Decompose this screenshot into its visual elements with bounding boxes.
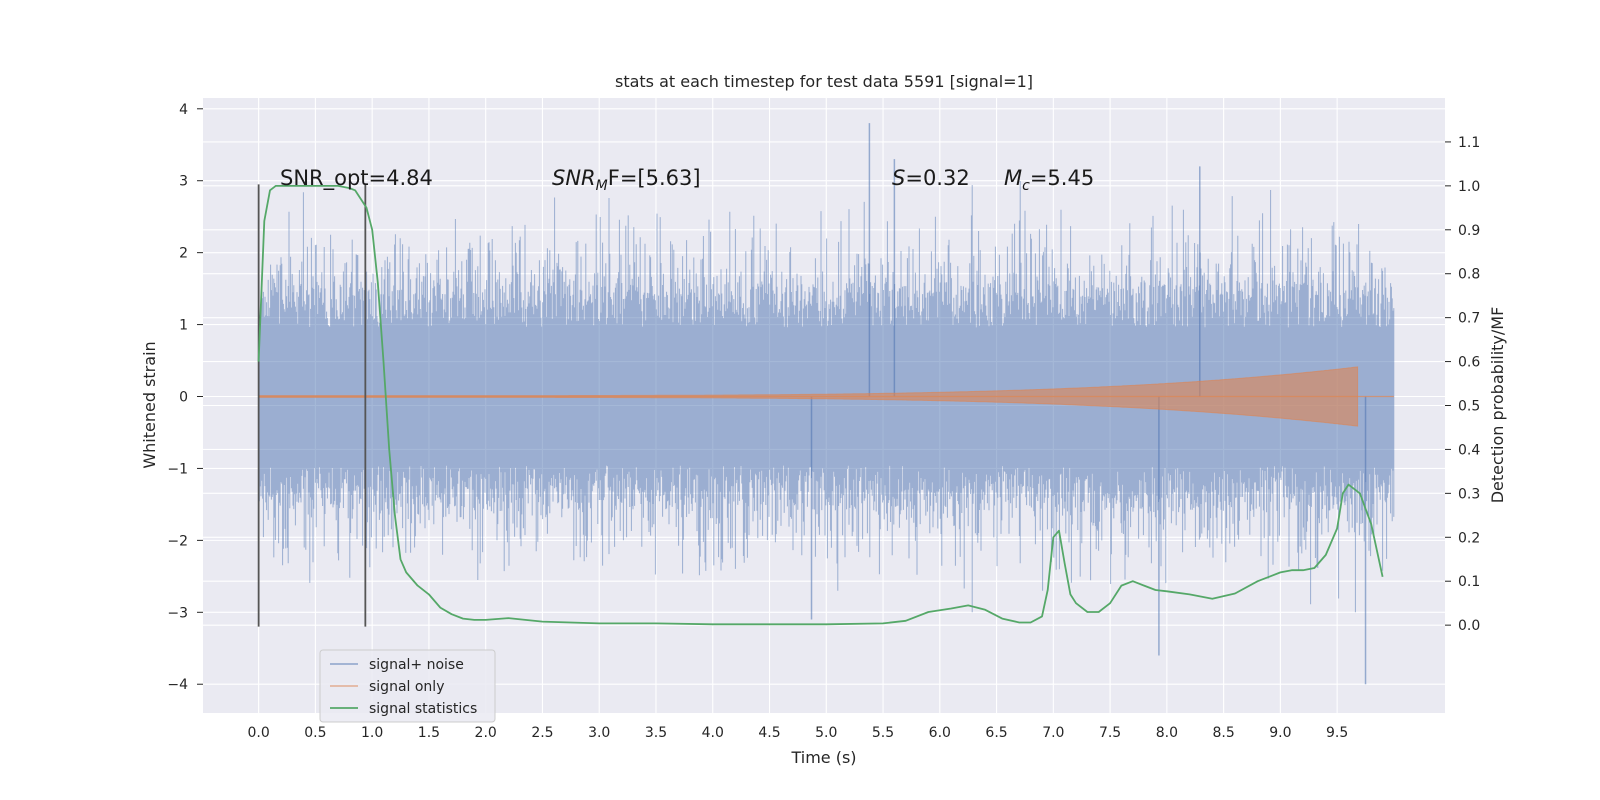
x-tick-label: 7.0 <box>1042 725 1064 741</box>
y-tick-label-left: −3 <box>167 605 188 621</box>
x-tick-label: 0.5 <box>304 725 326 741</box>
x-tick-label: 7.5 <box>1099 725 1121 741</box>
s-symbol: S <box>892 166 905 190</box>
chart-title: stats at each timestep for test data 559… <box>615 72 1033 91</box>
mc-value: =5.45 <box>1030 166 1094 190</box>
signal-statistics-series <box>257 184 1384 626</box>
x-tick-label: 6.5 <box>985 725 1007 741</box>
x-tick-label: 3.5 <box>645 725 667 741</box>
y-tick-label-left: 4 <box>179 102 188 118</box>
tick-labels: 0.0 0.5 1.0 1.5 2.0 2.5 3.0 3.5 4.0 4.5 5.0 5.5 6.0 6… <box>167 102 1480 741</box>
x-tick-label: 2.0 <box>475 725 497 741</box>
y-tick-label-right: 0.2 <box>1458 530 1480 546</box>
legend-box <box>319 649 496 723</box>
y-tick-label-left: −2 <box>167 533 188 549</box>
snr-mf-sub: M <box>596 178 608 194</box>
y-tick-label-left: 2 <box>179 246 188 262</box>
x-tick-label: 5.5 <box>872 725 894 741</box>
y-axis-label-left: Whitened strain <box>140 341 159 468</box>
x-tick-label: 5.0 <box>815 725 837 741</box>
x-tick-label: 4.0 <box>702 725 724 741</box>
y-tick-label-right: 1.1 <box>1458 135 1480 151</box>
annotations: SNR_opt=4.84 SNRMF=[5.63] S=0.32 Mc=5.45 <box>280 166 1094 194</box>
y-tick-label-right: 1.0 <box>1458 179 1480 195</box>
x-axis-label: Time (s) <box>790 748 856 767</box>
x-tick-label: 8.5 <box>1212 725 1234 741</box>
s-annotation: S=0.32 <box>892 166 970 190</box>
y-tick-label-right: 0.9 <box>1458 223 1480 239</box>
legend: signal+ noise signal only signal statist… <box>319 649 496 723</box>
s-value: =0.32 <box>905 166 969 190</box>
legend-label-signal-noise: signal+ noise <box>369 657 464 673</box>
snr-mf-rest: F=[5.63] <box>608 166 701 190</box>
x-tick-label: 1.0 <box>361 725 383 741</box>
y-tick-label-left: 0 <box>179 390 188 406</box>
x-tick-label: 9.5 <box>1326 725 1348 741</box>
y-tick-label-right: 0.5 <box>1458 399 1480 415</box>
y-tick-label-left: 3 <box>179 174 188 190</box>
snr-mf-base: SNR <box>552 166 596 190</box>
mc-sub: c <box>1022 178 1030 194</box>
data-layer <box>257 123 1395 685</box>
snr-mf-annotation: SNRMF=[5.63] <box>552 166 701 194</box>
x-tick-label: 6.0 <box>929 725 951 741</box>
x-tick-label: 8.0 <box>1156 725 1178 741</box>
y-tick-label-left: −4 <box>167 677 188 693</box>
y-tick-label-right: 0.4 <box>1458 442 1480 458</box>
y-tick-label-left: −1 <box>167 461 188 477</box>
y-tick-label-right: 0.3 <box>1458 486 1480 502</box>
mc-annotation: Mc=5.45 <box>1004 166 1094 194</box>
mc-base: M <box>1004 166 1022 190</box>
x-tick-label: 3.0 <box>588 725 610 741</box>
y-tick-label-left: 1 <box>179 318 188 334</box>
snr-opt-annotation: SNR_opt=4.84 <box>280 166 433 191</box>
x-tick-label: 1.5 <box>418 725 440 741</box>
y-axis-label-right: Detection probability/MF <box>1488 307 1507 504</box>
y-tick-label-right: 0.6 <box>1458 355 1480 371</box>
y-tick-label-right: 0.1 <box>1458 574 1480 590</box>
legend-label-signal-only: signal only <box>369 679 444 695</box>
x-tick-label: 2.5 <box>531 725 553 741</box>
y-tick-label-right: 0.0 <box>1458 618 1480 634</box>
x-tick-label: 9.0 <box>1269 725 1291 741</box>
legend-label-signal-statistics: signal statistics <box>369 701 477 717</box>
y-tick-label-right: 0.7 <box>1458 311 1480 327</box>
x-tick-label: 4.5 <box>758 725 780 741</box>
y-tick-label-right: 0.8 <box>1458 267 1480 283</box>
x-tick-label: 0.0 <box>247 725 269 741</box>
